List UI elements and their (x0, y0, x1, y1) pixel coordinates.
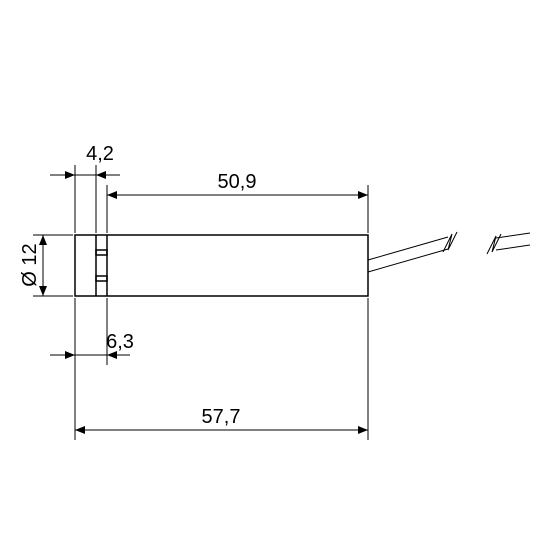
component-body (75, 235, 368, 296)
dim-cap-width: 4,2 (50, 143, 120, 233)
dim-gap-width-label: 6,3 (106, 331, 134, 353)
dim-cap-width-label: 4,2 (86, 143, 114, 165)
dim-body-length: 50,9 (107, 171, 368, 233)
dim-total-length: 57,7 (75, 298, 368, 440)
dim-diameter-label: Ø 12 (19, 243, 41, 286)
dim-gap-width: 6,3 (50, 298, 134, 365)
dim-body-length-label: 50,9 (218, 171, 257, 193)
lead-wires (368, 232, 530, 272)
dim-total-length-label: 57,7 (202, 406, 241, 428)
dim-diameter: Ø 12 (19, 235, 73, 296)
